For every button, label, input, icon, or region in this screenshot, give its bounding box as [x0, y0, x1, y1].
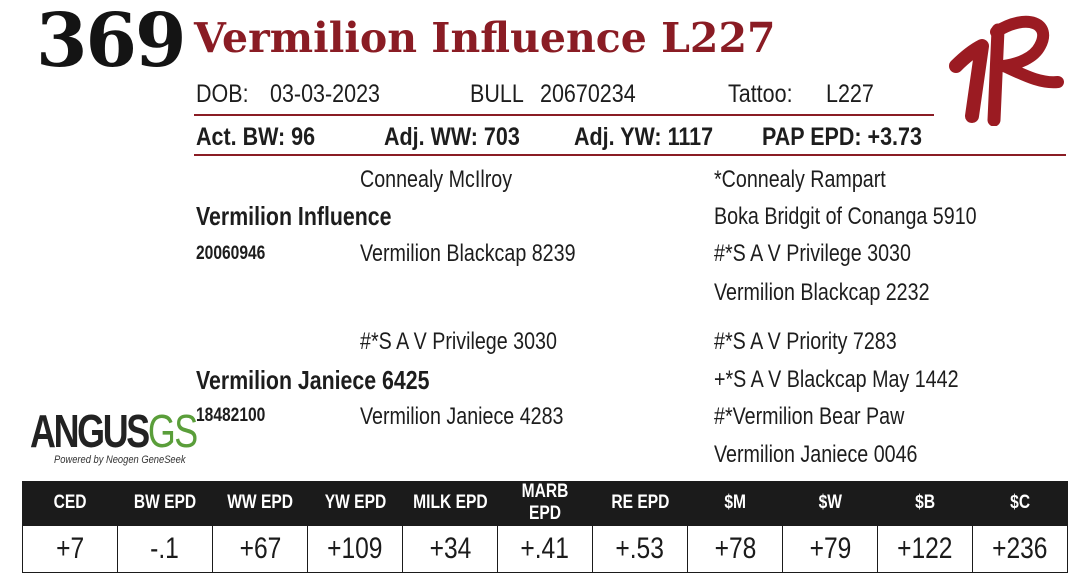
epd-header: YW EPD [307, 481, 403, 526]
sire-name: Vermilion Influence [196, 201, 392, 231]
tattoo-value: L227 [826, 80, 874, 108]
logo-subtitle: Powered by Neogen GeneSeek [54, 454, 186, 466]
epd-value: +7 [22, 525, 118, 573]
registration-number: 20670234 [540, 80, 636, 108]
sire-sire-sire: *Connealy Rampart [714, 166, 886, 193]
epd-header: BW EPD [117, 481, 213, 526]
epd-value: +122 [877, 525, 973, 573]
epd-header: $M [687, 481, 783, 526]
sex-value: BULL [470, 80, 524, 108]
epd-header: MILK EPD [402, 481, 498, 526]
epd-header-row: CED BW EPD WW EPD YW EPD MILK EPD MARB E… [22, 481, 1068, 526]
pap-epd: PAP EPD: +3.73 [762, 123, 922, 151]
epd-value: +109 [307, 525, 403, 573]
epd-header: WW EPD [212, 481, 308, 526]
epd-table: CED BW EPD WW EPD YW EPD MILK EPD MARB E… [22, 481, 1068, 573]
tattoo-label: Tattoo: [728, 80, 793, 108]
epd-header: $C [972, 481, 1068, 526]
actual-birth-weight: Act. BW: 96 [196, 123, 316, 151]
adjusted-yearling-weight: Adj. YW: 1117 [574, 123, 714, 151]
epd-value: +78 [687, 525, 783, 573]
dam-sire-dam: +*S A V Blackcap May 1442 [714, 366, 959, 393]
epd-value: +67 [212, 525, 308, 573]
sire-sire-dam: Boka Bridgit of Conanga 5910 [714, 203, 977, 230]
epd-header: CED [22, 481, 118, 526]
divider-top [194, 114, 934, 116]
epd-header: RE EPD [592, 481, 688, 526]
animal-name: Vermilion Influence L227 [194, 14, 776, 62]
logo-accent: GS [147, 405, 198, 457]
logo-text: ANGUS [30, 405, 150, 457]
epd-header: $B [877, 481, 973, 526]
angus-gs-logo: ANGUSGS Powered by Neogen GeneSeek [30, 405, 198, 468]
epd-value: +236 [972, 525, 1068, 573]
epd-value: +34 [402, 525, 498, 573]
sire-dam-dam: Vermilion Blackcap 2232 [714, 279, 930, 306]
sire-sire: Connealy McIlroy [360, 166, 513, 193]
adjusted-weaning-weight: Adj. WW: 703 [384, 123, 520, 151]
dob-value: 03-03-2023 [270, 80, 380, 108]
epd-value: -.1 [117, 525, 213, 573]
epd-value: +79 [782, 525, 878, 573]
sire-dam-sire: #*S A V Privilege 3030 [714, 240, 911, 267]
lot-number: 369 [36, 0, 186, 84]
dam-name: Vermilion Janiece 6425 [196, 365, 430, 395]
sire-registration: 20060946 [196, 243, 266, 264]
epd-value: +.53 [592, 525, 688, 573]
dam-dam-sire: #*Vermilion Bear Paw [714, 403, 905, 430]
dam-sire: #*S A V Privilege 3030 [360, 328, 557, 355]
dam-registration: 18482100 [196, 405, 266, 426]
dob-label: DOB: [196, 80, 249, 108]
sire-dam: Vermilion Blackcap 8239 [360, 240, 576, 267]
brand-mark-icon [949, 15, 1064, 126]
dam-dam: Vermilion Janiece 4283 [360, 403, 564, 430]
epd-header: MARB EPD [497, 481, 593, 526]
epd-value: +.41 [497, 525, 593, 573]
epd-header: $W [782, 481, 878, 526]
dam-dam-dam: Vermilion Janiece 0046 [714, 441, 918, 468]
dam-sire-sire: #*S A V Priority 7283 [714, 328, 897, 355]
divider-bottom [194, 154, 1066, 156]
epd-value-row: +7 -.1 +67 +109 +34 +.41 +.53 +78 +79 +1… [22, 525, 1068, 573]
